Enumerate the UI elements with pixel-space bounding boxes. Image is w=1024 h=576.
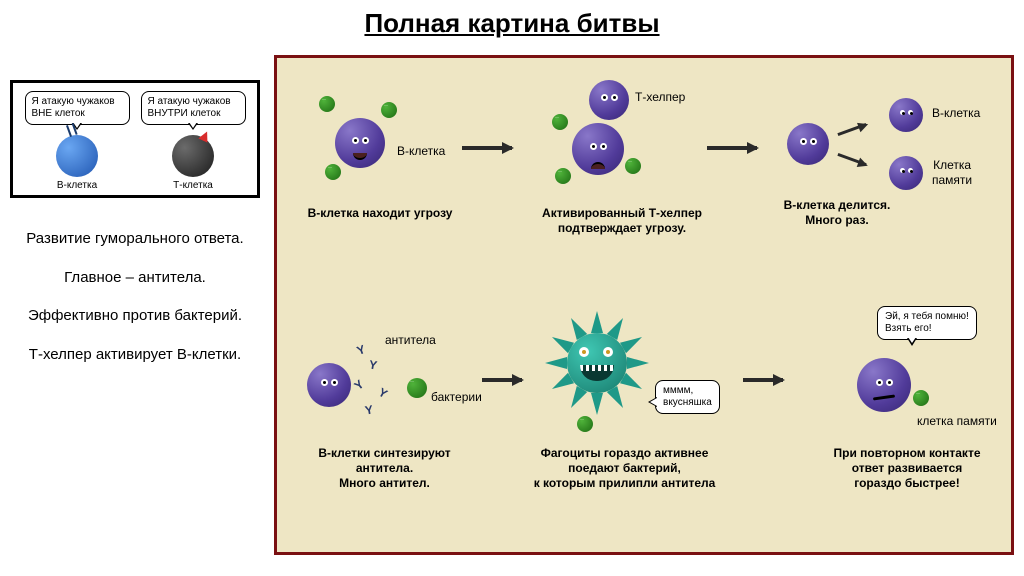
bcell-step2 [572, 123, 624, 175]
page-title: Полная картина битвы [0, 0, 1024, 43]
label-bcell-child: В-клетка [932, 106, 980, 121]
bcell-dividing [787, 123, 829, 165]
arrow-icon [482, 378, 522, 382]
memory-cell-child [889, 156, 923, 190]
antibody-icon: Y [364, 402, 374, 417]
memory-cell [857, 358, 911, 412]
row2-step1-desc: В-клетки синтезируют антитела. Много ант… [297, 446, 472, 491]
arrow-icon [462, 146, 512, 150]
antigen-icon [625, 158, 641, 174]
antibody-icon: Y [376, 385, 390, 401]
row2-step2-desc: Фагоциты гораздо активнее поедают бактер… [512, 446, 737, 491]
antigen-icon [319, 96, 335, 112]
label-thelper: Т-хелпер [635, 90, 685, 105]
thelper-cell [589, 80, 629, 120]
phagocyte-speech: мммм, вкусняшка [655, 380, 720, 414]
bubble-bcell: Я атакую чужаков ВНЕ клеток [25, 91, 130, 125]
step2-desc: Активированный Т-хелпер подтверждает угр… [527, 206, 717, 236]
arrow-icon [707, 146, 757, 150]
label-memory: клетка памяти [917, 414, 997, 429]
bcell-antibody [307, 363, 351, 407]
label-memory-child: Клетка памяти [932, 158, 972, 188]
main-diagram: В-клетка В-клетка находит угрозу Т-хелпе… [274, 55, 1014, 555]
label-antibody: антитела [385, 333, 436, 348]
label-bcell: В-клетка [397, 144, 445, 159]
memory-speech: Эй, я тебя помню! Взять его! [877, 306, 977, 340]
step3-desc: В-клетка делится. Много раз. [767, 198, 907, 228]
antigen-icon [325, 164, 341, 180]
arrow-icon [837, 123, 866, 136]
bcell-blue: В-клетка [56, 135, 98, 191]
antigen-icon [552, 114, 568, 130]
arrow-icon [837, 153, 866, 166]
antibody-icon: Y [368, 357, 378, 372]
arrow-icon [743, 378, 783, 382]
row2-step3-desc: При повторном контакте ответ развивается… [807, 446, 1007, 491]
antibody-icon: Y [351, 377, 366, 393]
tcell-gray: Т-клетка [172, 135, 214, 191]
info-text: Развитие гуморального ответа. Главное – … [10, 228, 260, 366]
bcell-step1 [335, 118, 385, 168]
bacteria-icon [407, 378, 427, 398]
phagocyte [547, 313, 647, 413]
antigen-icon [555, 168, 571, 184]
antibody-icon: Y [355, 342, 367, 358]
bacteria-icon [577, 416, 593, 432]
label-bacteria: бактерии [431, 390, 482, 405]
antigen-icon [381, 102, 397, 118]
bcell-child [889, 98, 923, 132]
left-column: Я атакую чужаков ВНЕ клеток Я атакую чуж… [10, 80, 260, 382]
bt-cell-box: Я атакую чужаков ВНЕ клеток Я атакую чуж… [10, 80, 260, 198]
step1-desc: В-клетка находит угрозу [295, 206, 465, 221]
antigen-icon [913, 390, 929, 406]
bubble-tcell: Я атакую чужаков ВНУТРИ клеток [141, 91, 246, 125]
